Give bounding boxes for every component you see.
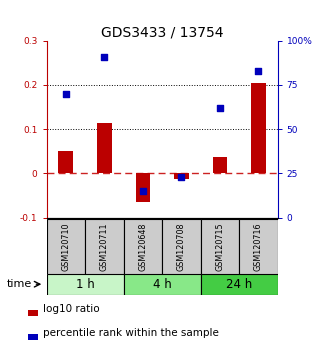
Bar [201,219,239,274]
Text: 1 h: 1 h [76,278,94,291]
Bar [174,173,189,179]
Point [179,174,184,180]
Bar [47,274,124,295]
Text: 24 h: 24 h [226,278,252,291]
Bar [213,156,227,173]
Point [102,54,107,59]
Bar [251,83,266,173]
Text: 4 h: 4 h [153,278,171,291]
Bar [58,152,73,173]
Text: GSM120715: GSM120715 [215,223,224,271]
Text: time: time [7,279,32,289]
Bar [239,219,278,274]
Bar [97,122,112,173]
Bar [85,219,124,274]
Text: percentile rank within the sample: percentile rank within the sample [43,327,219,338]
Text: log10 ratio: log10 ratio [43,304,99,314]
Title: GDS3433 / 13754: GDS3433 / 13754 [101,25,223,40]
Point [256,68,261,74]
Text: GSM120710: GSM120710 [61,223,70,271]
Text: GSM120716: GSM120716 [254,223,263,271]
Point [217,105,222,111]
Bar [47,219,85,274]
Bar [28,310,38,316]
Bar [162,219,201,274]
Bar [124,219,162,274]
Text: GSM120648: GSM120648 [138,223,147,271]
Point [63,91,68,97]
Text: GSM120711: GSM120711 [100,223,109,271]
Bar [28,334,38,341]
Point [140,188,145,194]
Bar [135,173,150,202]
Text: GSM120708: GSM120708 [177,223,186,271]
Bar [201,274,278,295]
Bar [124,274,201,295]
